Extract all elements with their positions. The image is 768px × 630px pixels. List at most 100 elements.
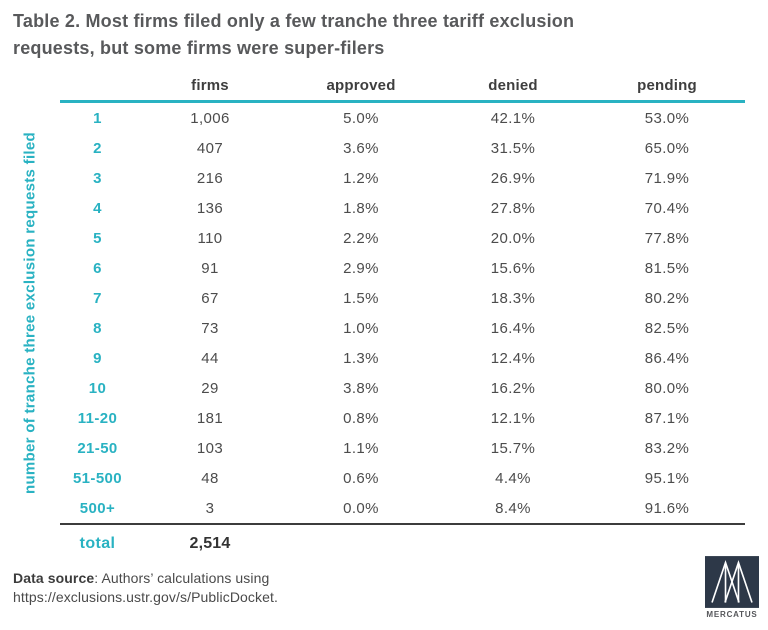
row-label: 500+ (79, 499, 116, 517)
table-body: 1 1,006 5.0% 42.1% 53.0% 2 407 3.6% 31.5% 65.0% 3 2… (60, 103, 745, 523)
row-label: 3 (93, 169, 102, 187)
cell-pending: 71.9% (644, 169, 690, 187)
cell-denied: 27.8% (490, 199, 536, 217)
cell-approved: 0.8% (343, 409, 379, 427)
row-label: 11-20 (77, 409, 118, 427)
data-source-url: https://exclusions.ustr.gov/s/PublicDock… (13, 589, 278, 605)
table-row: 6 91 2.9% 15.6% 81.5% (60, 253, 745, 283)
cell-approved: 1.0% (343, 319, 379, 337)
row-label: 5 (93, 229, 102, 247)
row-label: 2 (93, 139, 102, 157)
cell-firms: 44 (201, 349, 219, 367)
row-label: 51-500 (72, 469, 123, 487)
cell-approved: 1.8% (343, 199, 379, 217)
data-table: firms approved denied pending 1 1,006 5.0%… (60, 72, 745, 563)
cell-pending: 65.0% (644, 139, 690, 157)
row-label: 9 (93, 349, 102, 367)
table-row: 3 216 1.2% 26.9% 71.9% (60, 163, 745, 193)
column-header-spacer (60, 94, 135, 100)
cell-denied: 31.5% (490, 139, 536, 157)
mercatus-logo-text: MERCATUS (706, 610, 758, 619)
cell-pending: 91.6% (644, 499, 690, 517)
cell-pending: 70.4% (644, 199, 690, 217)
table-row: 10 29 3.8% 16.2% 80.0% (60, 373, 745, 403)
cell-firms: 73 (201, 319, 219, 337)
table-row: 9 44 1.3% 12.4% 86.4% (60, 343, 745, 373)
cell-denied: 4.4% (495, 469, 531, 487)
cell-pending: 80.2% (644, 289, 690, 307)
cell-firms: 3 (205, 499, 215, 517)
page-title: Table 2. Most firms filed only a few tra… (13, 8, 574, 62)
cell-denied: 20.0% (490, 229, 536, 247)
cell-firms: 67 (201, 289, 219, 307)
data-source-note: Data source: Authors’ calculations using… (13, 569, 278, 607)
table-row: 4 136 1.8% 27.8% 70.4% (60, 193, 745, 223)
row-label: 21-50 (77, 439, 118, 457)
cell-approved: 0.0% (343, 499, 379, 517)
row-label: 7 (93, 289, 102, 307)
cell-pending: 87.1% (644, 409, 690, 427)
cell-firms: 181 (196, 409, 224, 427)
cell-approved: 5.0% (343, 109, 379, 127)
cell-approved: 2.2% (343, 229, 379, 247)
row-label: 1 (93, 109, 102, 127)
column-header-denied: denied (488, 77, 538, 94)
cell-denied: 42.1% (490, 109, 536, 127)
table-total-row: total 2,514 (60, 523, 745, 563)
cell-pending: 86.4% (644, 349, 690, 367)
cell-approved: 0.6% (343, 469, 379, 487)
table-row: 7 67 1.5% 18.3% 80.2% (60, 283, 745, 313)
cell-denied: 18.3% (490, 289, 536, 307)
cell-firms: 103 (196, 439, 224, 457)
row-label: 8 (93, 319, 102, 337)
cell-denied: 26.9% (490, 169, 536, 187)
cell-pending: 95.1% (644, 469, 690, 487)
cell-approved: 2.9% (343, 259, 379, 277)
cell-pending: 53.0% (644, 109, 690, 127)
cell-pending: 77.8% (644, 229, 690, 247)
cell-approved: 1.3% (343, 349, 379, 367)
column-header-pending: pending (637, 77, 697, 94)
table-row: 500+ 3 0.0% 8.4% 91.6% (60, 493, 745, 523)
cell-pending: 82.5% (644, 319, 690, 337)
mercatus-m-icon (705, 556, 759, 608)
cell-denied: 16.2% (490, 379, 536, 397)
total-firms-value: 2,514 (189, 535, 231, 552)
table-header-row: firms approved denied pending (60, 72, 745, 103)
row-axis-label: number of tranche three exclusion reques… (21, 132, 39, 494)
title-line-1: Table 2. Most firms filed only a few tra… (13, 11, 575, 31)
cell-approved: 1.2% (343, 169, 379, 187)
title-line-2: requests, but some firms were super-file… (13, 38, 385, 58)
table-row: 21-50 103 1.1% 15.7% 83.2% (60, 433, 745, 463)
table-row: 2 407 3.6% 31.5% 65.0% (60, 133, 745, 163)
cell-firms: 1,006 (190, 109, 230, 127)
cell-approved: 1.5% (343, 289, 379, 307)
cell-denied: 16.4% (490, 319, 536, 337)
mercatus-logo: MERCATUS (703, 556, 761, 619)
cell-pending: 81.5% (644, 259, 690, 277)
row-label: 4 (93, 199, 102, 217)
cell-firms: 91 (201, 259, 219, 277)
cell-denied: 12.4% (490, 349, 536, 367)
data-source-line-1: Data source: Authors’ calculations using (13, 569, 278, 588)
cell-firms: 136 (196, 199, 224, 217)
cell-approved: 3.6% (343, 139, 379, 157)
data-source-rest: : Authors’ calculations using (94, 570, 270, 586)
table-row: 51-500 48 0.6% 4.4% 95.1% (60, 463, 745, 493)
cell-firms: 48 (201, 469, 219, 487)
row-label: 10 (88, 379, 107, 397)
column-header-approved: approved (326, 77, 396, 94)
cell-firms: 216 (196, 169, 224, 187)
total-label: total (79, 535, 116, 552)
table-row: 11-20 181 0.8% 12.1% 87.1% (60, 403, 745, 433)
table-row: 1 1,006 5.0% 42.1% 53.0% (60, 103, 745, 133)
column-header-firms: firms (191, 77, 229, 94)
cell-denied: 15.7% (490, 439, 536, 457)
cell-firms: 29 (201, 379, 219, 397)
row-label: 6 (93, 259, 102, 277)
cell-firms: 110 (197, 229, 223, 247)
cell-approved: 1.1% (343, 439, 379, 457)
cell-approved: 3.8% (343, 379, 379, 397)
cell-pending: 83.2% (644, 439, 690, 457)
cell-denied: 15.6% (490, 259, 536, 277)
